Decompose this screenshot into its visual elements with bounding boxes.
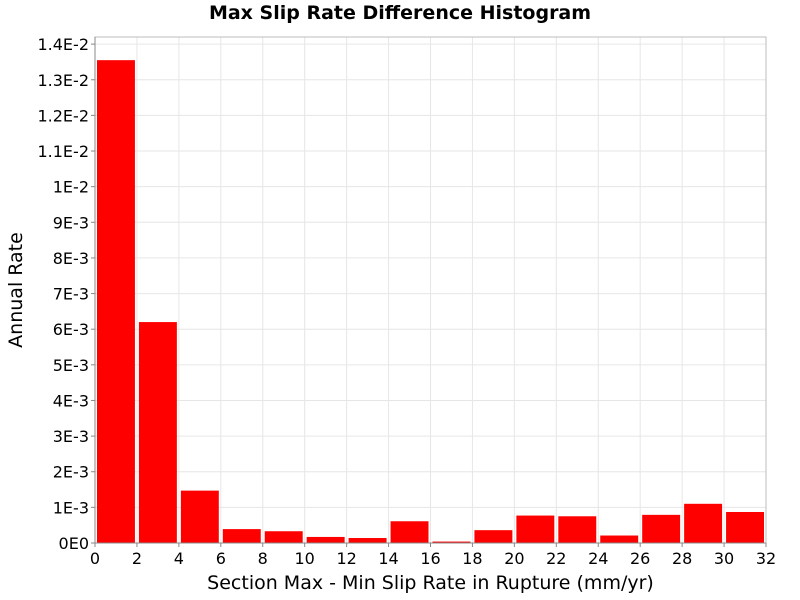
x-tick-label-9: 18 bbox=[462, 549, 482, 568]
y-tick-label-7: 7E-3 bbox=[53, 285, 89, 304]
y-tick-label-10: 1E-2 bbox=[53, 178, 89, 197]
y-tick-label-13: 1.3E-2 bbox=[37, 71, 89, 90]
y-tick-label-1: 1E-3 bbox=[53, 498, 89, 517]
y-tick-label-8: 8E-3 bbox=[53, 249, 89, 268]
y-tick-label-12: 1.2E-2 bbox=[37, 106, 89, 125]
x-tick-label-8: 16 bbox=[420, 549, 440, 568]
bar-0 bbox=[97, 60, 135, 543]
bar-8 bbox=[432, 541, 471, 543]
x-tick-label-11: 22 bbox=[546, 549, 566, 568]
x-axis-label: Section Max - Min Slip Rate in Rupture (… bbox=[207, 572, 654, 594]
x-tick-label-14: 28 bbox=[672, 549, 692, 568]
bar-10 bbox=[516, 515, 555, 543]
bar-14 bbox=[684, 503, 723, 543]
y-axis-label: Annual Rate bbox=[5, 232, 27, 348]
bar-15 bbox=[726, 511, 764, 543]
bar-7 bbox=[390, 521, 429, 543]
y-tick-label-5: 5E-3 bbox=[53, 356, 89, 375]
x-tick-label-3: 6 bbox=[216, 549, 226, 568]
x-tick-label-5: 10 bbox=[295, 549, 315, 568]
y-tick-label-2: 2E-3 bbox=[53, 463, 89, 482]
y-tick-label-0: 0E0 bbox=[59, 534, 89, 553]
y-tick-label-4: 4E-3 bbox=[53, 391, 89, 410]
x-tick-label-2: 4 bbox=[174, 549, 184, 568]
bar-5 bbox=[306, 536, 345, 543]
bar-3 bbox=[222, 529, 261, 543]
x-tick-label-4: 8 bbox=[258, 549, 268, 568]
x-tick-label-10: 20 bbox=[504, 549, 524, 568]
y-tick-label-11: 1.1E-2 bbox=[37, 142, 89, 161]
x-tick-label-13: 26 bbox=[630, 549, 650, 568]
x-tick-label-7: 14 bbox=[378, 549, 398, 568]
x-tick-label-12: 24 bbox=[588, 549, 608, 568]
x-tick-label-6: 12 bbox=[336, 549, 356, 568]
y-tick-label-6: 6E-3 bbox=[53, 320, 89, 339]
bar-11 bbox=[558, 516, 597, 543]
y-tick-label-3: 3E-3 bbox=[53, 427, 89, 446]
bar-13 bbox=[642, 514, 681, 543]
bar-6 bbox=[348, 538, 387, 543]
x-tick-label-15: 30 bbox=[714, 549, 734, 568]
x-tick-label-16: 32 bbox=[756, 549, 776, 568]
x-tick-label-1: 2 bbox=[132, 549, 142, 568]
bar-12 bbox=[600, 535, 639, 543]
bar-4 bbox=[264, 531, 303, 543]
bar-2 bbox=[180, 490, 219, 543]
x-tick-label-0: 0 bbox=[90, 549, 100, 568]
chart-title: Max Slip Rate Difference Histogram bbox=[208, 2, 592, 24]
y-tick-label-14: 1.4E-2 bbox=[37, 35, 89, 54]
bar-9 bbox=[474, 530, 513, 543]
y-tick-label-9: 9E-3 bbox=[53, 213, 89, 232]
bar-1 bbox=[138, 322, 177, 543]
